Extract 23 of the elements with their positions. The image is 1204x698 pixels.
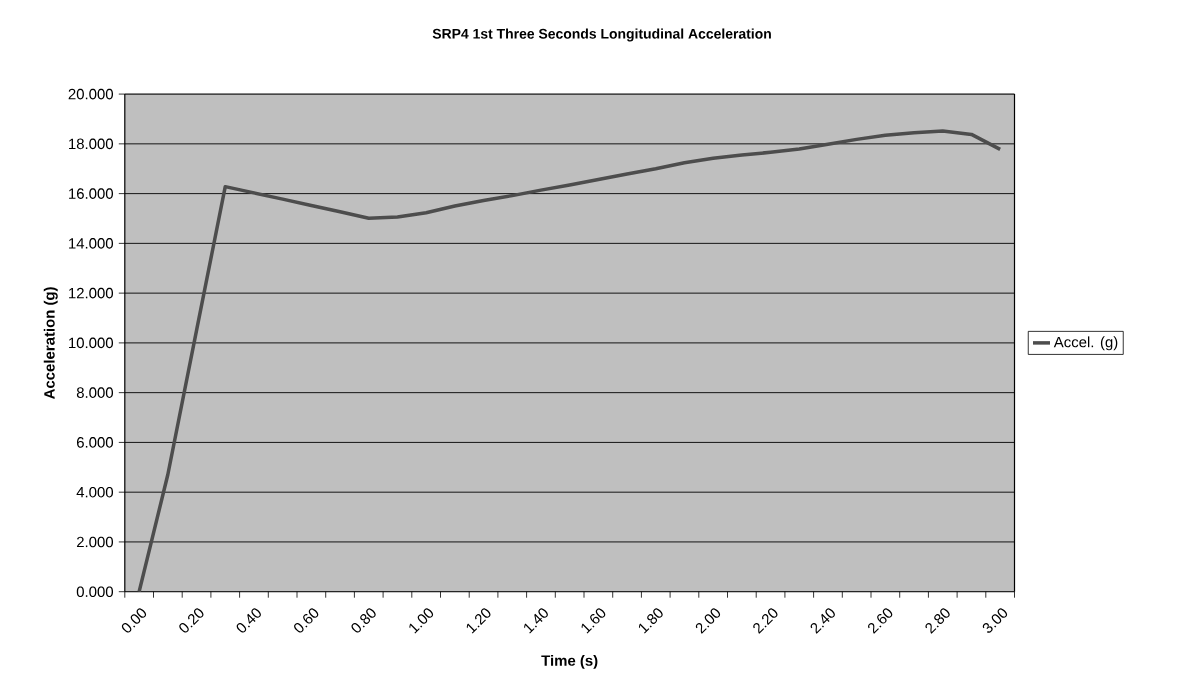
y-tick-label: 20.000 [68,88,114,100]
x-tick-label: 1.40 [524,608,548,634]
y-axis-title: Acceleration (g) [43,287,58,399]
y-tick-label: 12.000 [69,287,114,299]
y-tick-label: 18.000 [69,138,114,150]
y-tick-label: 6.000 [76,437,114,448]
y-tick-label: 10.000 [69,337,114,349]
x-tick-label: 0.40 [236,608,261,633]
x-tick-label: 0.20 [179,608,204,633]
x-tick-label: 0.00 [121,608,147,633]
x-axis-title: Time (s) [541,654,598,669]
y-tick-label: 0.000 [76,586,114,597]
y-tick-label: 8.000 [76,387,114,398]
line-series [137,129,1002,594]
x-tick-label: 0.80 [351,608,376,633]
y-tick-label: 2.000 [76,536,114,548]
y-tick-label: 14.000 [69,238,114,249]
chart-title: SRP4 1st Three Seconds Longitudinal Acceleration [432,28,771,42]
y-tick-label: 4.000 [76,486,114,498]
y-tick-label: 16.000 [69,188,114,199]
x-tick-label: 0.60 [294,608,319,633]
legend-label: Accel. (g) [1053,336,1118,351]
x-tick-label: 3.00 [982,608,1008,633]
